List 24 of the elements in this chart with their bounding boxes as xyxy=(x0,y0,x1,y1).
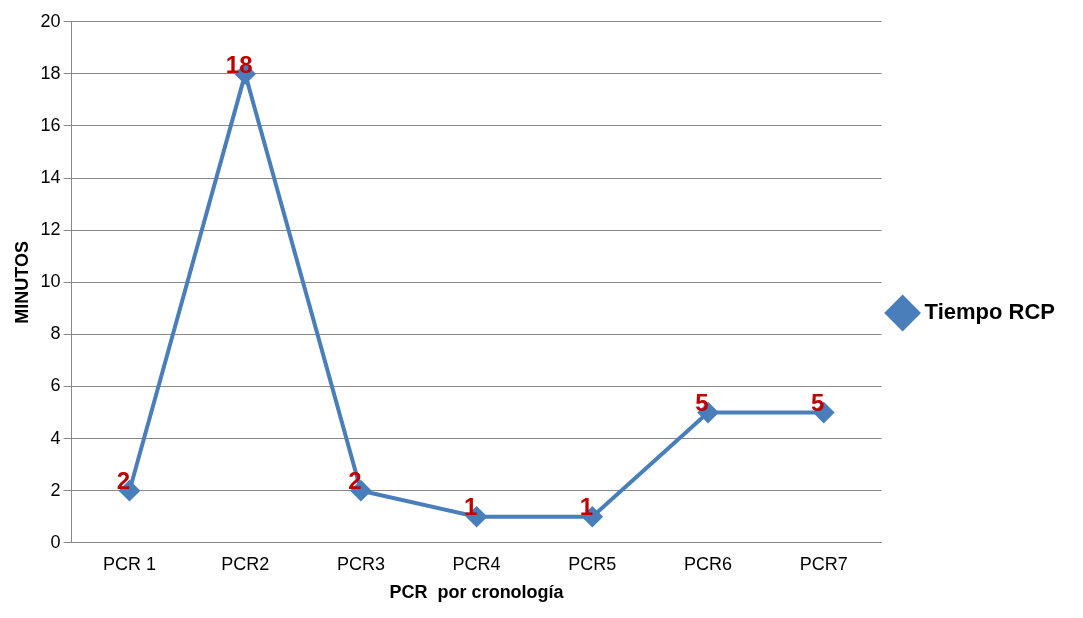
x-tick-label: PCR6 xyxy=(684,553,733,574)
data-label: 5 xyxy=(695,389,709,417)
x-axis-title: PCR por cronología xyxy=(389,582,565,603)
x-tick-label: PCR 1 xyxy=(102,553,156,574)
y-tick-label: 6 xyxy=(50,375,61,396)
y-tick-label: 8 xyxy=(50,323,61,344)
y-tick-label: 18 xyxy=(40,62,61,83)
y-tick-label: 2 xyxy=(50,479,61,500)
legend-label: Tiempo RCP xyxy=(924,299,1055,325)
y-axis-title: MINUTOS xyxy=(11,240,32,324)
y-tick-label: 12 xyxy=(40,219,61,240)
y-tick-label: 14 xyxy=(40,167,61,188)
data-label: 2 xyxy=(116,467,131,495)
data-label: 18 xyxy=(225,50,253,78)
x-tick-label: PCR7 xyxy=(799,553,848,574)
x-tick-label: PCR5 xyxy=(568,553,617,574)
x-tick-label: PCR2 xyxy=(221,553,270,574)
y-tick-label: 10 xyxy=(40,271,61,292)
x-tick-label: PCR4 xyxy=(452,553,501,574)
y-tick-label: 4 xyxy=(50,427,61,448)
y-tick-label: 0 xyxy=(50,531,61,552)
y-tick-label: 16 xyxy=(40,114,61,135)
x-tick-label: PCR3 xyxy=(336,553,385,574)
y-tick-label: 20 xyxy=(40,10,61,31)
